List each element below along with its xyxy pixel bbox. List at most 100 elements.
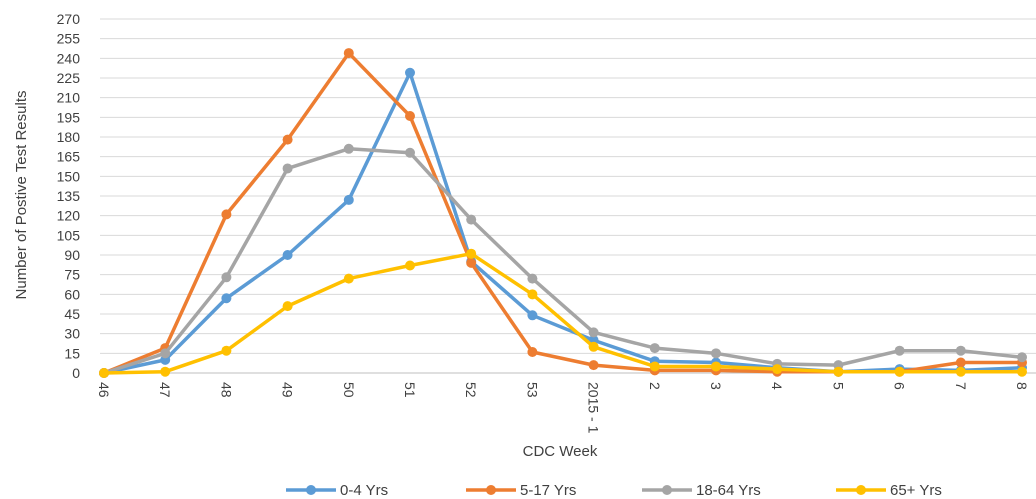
data-point xyxy=(711,348,721,359)
series-65-yrs xyxy=(99,248,1027,378)
data-point xyxy=(282,134,293,145)
x-tick-label: 52 xyxy=(463,382,479,398)
data-point xyxy=(466,257,477,268)
data-point xyxy=(282,301,293,312)
x-tick-label: 6 xyxy=(892,382,908,390)
y-tick-label: 225 xyxy=(57,70,81,86)
data-point xyxy=(160,348,171,359)
series-line xyxy=(102,51,1024,375)
data-point xyxy=(405,147,415,158)
data-point xyxy=(772,364,783,375)
data-point xyxy=(405,260,415,271)
x-tick-label: 50 xyxy=(341,382,357,398)
data-point xyxy=(649,343,660,354)
data-point xyxy=(405,67,415,78)
data-point xyxy=(894,345,905,356)
y-tick-label: 45 xyxy=(64,306,80,322)
data-point xyxy=(466,248,477,259)
y-tick-label: 30 xyxy=(64,326,80,342)
data-point xyxy=(343,273,354,284)
series-0-4-yrs xyxy=(99,67,1027,378)
y-axis-ticks: 0 15 30 45 60 75 90 105 120 135 150 165 180 195 210 225… xyxy=(57,11,81,381)
y-tick-label: 195 xyxy=(57,109,81,125)
data-point xyxy=(955,357,966,368)
y-tick-label: 105 xyxy=(57,227,81,243)
data-point xyxy=(466,214,477,225)
data-point xyxy=(343,194,354,205)
legend: 0-4 Yrs 5-17 Yrs 18-64 Yrs 65+ Yrs xyxy=(286,482,942,499)
data-point xyxy=(894,366,905,377)
data-point xyxy=(833,366,844,377)
x-tick-label: 47 xyxy=(157,382,173,398)
data-point xyxy=(99,368,109,378)
data-point xyxy=(282,163,293,174)
data-point xyxy=(588,360,599,371)
x-tick-label: 2015 - 1 xyxy=(586,382,602,434)
x-tick-label: 48 xyxy=(218,382,234,398)
data-point xyxy=(955,366,966,377)
y-tick-label: 135 xyxy=(57,188,81,204)
y-tick-label: 0 xyxy=(72,365,80,381)
series-line xyxy=(102,147,1024,375)
data-point xyxy=(588,327,599,338)
legend-marker xyxy=(306,485,316,495)
data-point xyxy=(343,143,354,154)
y-tick-label: 75 xyxy=(64,267,80,283)
legend-marker xyxy=(662,485,672,495)
x-tick-label: 46 xyxy=(96,382,112,398)
data-point xyxy=(405,111,415,122)
data-point xyxy=(588,341,599,352)
x-tick-label: 4 xyxy=(769,382,785,390)
legend-item: 5-17 Yrs xyxy=(466,482,576,499)
legend-label: 65+ Yrs xyxy=(890,482,942,499)
legend-item: 18-64 Yrs xyxy=(642,482,761,499)
y-tick-label: 255 xyxy=(57,31,81,47)
x-axis-title: CDC Week xyxy=(523,443,598,460)
x-tick-label: 51 xyxy=(402,382,418,398)
data-point xyxy=(221,209,232,220)
legend-label: 5-17 Yrs xyxy=(520,482,576,499)
data-point xyxy=(527,273,538,284)
data-point xyxy=(649,361,660,372)
series-line xyxy=(102,251,1024,375)
y-tick-label: 90 xyxy=(64,247,80,263)
y-tick-label: 15 xyxy=(64,345,80,361)
x-tick-label: 8 xyxy=(1014,382,1030,390)
data-point xyxy=(527,347,538,358)
data-point xyxy=(343,48,354,59)
data-point xyxy=(221,272,232,283)
legend-label: 0-4 Yrs xyxy=(340,482,388,499)
data-point xyxy=(527,289,538,300)
x-tick-label: 49 xyxy=(280,382,296,398)
legend-item: 65+ Yrs xyxy=(836,482,942,499)
legend-label: 18-64 Yrs xyxy=(696,482,761,499)
series-lines xyxy=(99,48,1027,378)
legend-marker xyxy=(486,485,496,495)
data-point xyxy=(221,293,232,304)
data-point xyxy=(1017,352,1027,363)
x-axis-ticks: 46 47 48 49 50 51 52 53 2015 - 1 2 3 4 5 6 7 8 xyxy=(96,382,1030,434)
x-tick-label: 3 xyxy=(708,382,724,390)
y-tick-label: 150 xyxy=(57,168,81,184)
data-point xyxy=(711,361,721,372)
legend-marker xyxy=(856,485,866,495)
legend-item: 0-4 Yrs xyxy=(286,482,388,499)
y-tick-label: 240 xyxy=(57,50,81,66)
y-axis-title: Number of Postive Test Results xyxy=(13,91,30,300)
data-point xyxy=(282,250,293,260)
data-point xyxy=(160,366,171,377)
data-point xyxy=(955,345,966,356)
data-point xyxy=(1017,366,1027,377)
x-tick-label: 2 xyxy=(647,382,663,390)
x-tick-label: 5 xyxy=(830,382,846,390)
y-tick-label: 270 xyxy=(57,11,81,27)
y-tick-label: 210 xyxy=(57,90,81,106)
x-tick-label: 7 xyxy=(953,382,969,390)
data-point xyxy=(221,345,232,356)
y-tick-label: 165 xyxy=(57,149,81,165)
y-tick-label: 120 xyxy=(57,208,81,224)
y-tick-label: 60 xyxy=(64,286,80,302)
data-point xyxy=(527,310,538,321)
x-tick-label: 53 xyxy=(524,382,540,398)
